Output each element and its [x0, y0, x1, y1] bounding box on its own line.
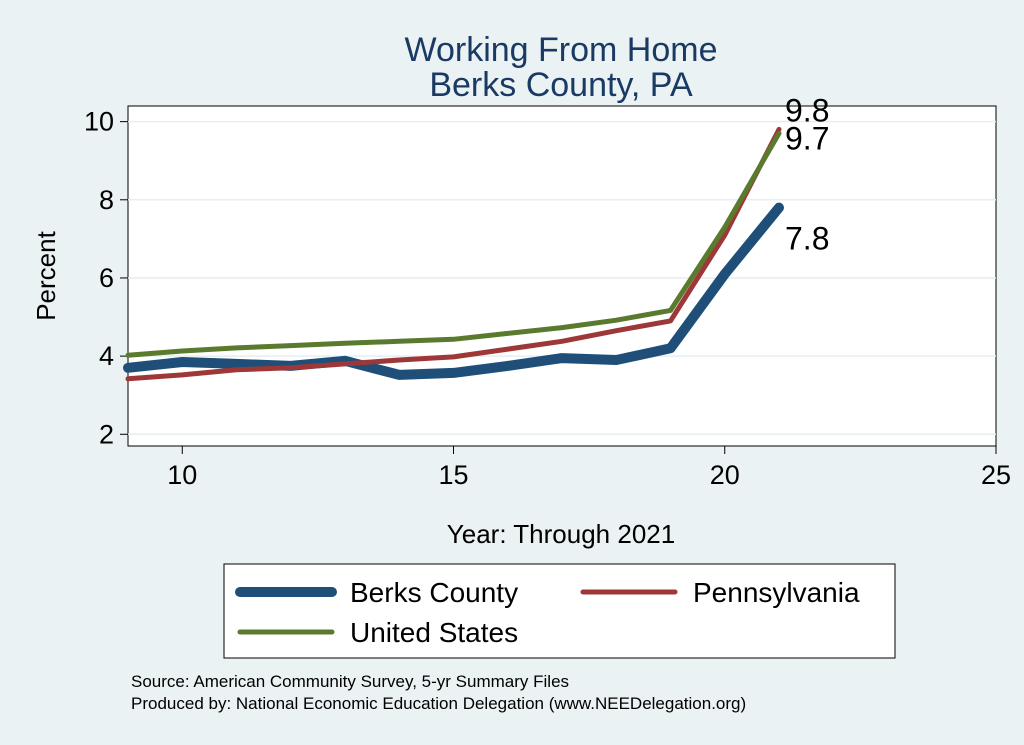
plot-area	[127, 105, 997, 447]
end-labels: 7.8 9.89.7	[785, 92, 829, 256]
legend-label-1: Pennsylvania	[693, 577, 860, 608]
legend: Berks County Pennsylvania United States	[235, 577, 860, 648]
legend-box	[223, 563, 896, 659]
y-tick-label: 4	[99, 341, 114, 371]
x-tick-label: 10	[167, 460, 197, 490]
y-tick-label: 2	[99, 419, 114, 449]
y-tick-label: 8	[99, 185, 114, 215]
x-tick-label: 15	[438, 460, 468, 490]
y-axis: 2 4 6 8 10	[84, 107, 128, 449]
end-label-1: 9.8	[785, 92, 829, 128]
x-axis-label: Year: Through 2021	[447, 519, 675, 549]
grid-lines	[128, 120, 996, 436]
source-line: Source: American Community Survey, 5-yr …	[131, 672, 569, 691]
series-line-2	[125, 130, 782, 358]
end-label-2: 9.7	[785, 120, 829, 156]
series-lines	[123, 126, 784, 382]
y-tick-label: 10	[84, 107, 114, 137]
x-tick-label: 20	[710, 460, 740, 490]
series-line-0	[123, 202, 784, 380]
series-line-1	[125, 126, 782, 382]
y-axis-label: Percent	[31, 230, 61, 320]
chart-title-line-2: Berks County, PA	[429, 66, 693, 104]
y-tick-label: 6	[99, 263, 114, 293]
end-label-0: 7.8	[785, 221, 829, 257]
x-axis: 10 15 20 25	[167, 446, 1011, 490]
legend-label-0: Berks County	[350, 577, 518, 608]
x-tick-label: 25	[981, 460, 1011, 490]
legend-label-2: United States	[350, 617, 518, 648]
chart-title-line-1: Working From Home	[405, 31, 718, 69]
produced-by-line: Produced by: National Economic Education…	[131, 694, 746, 713]
